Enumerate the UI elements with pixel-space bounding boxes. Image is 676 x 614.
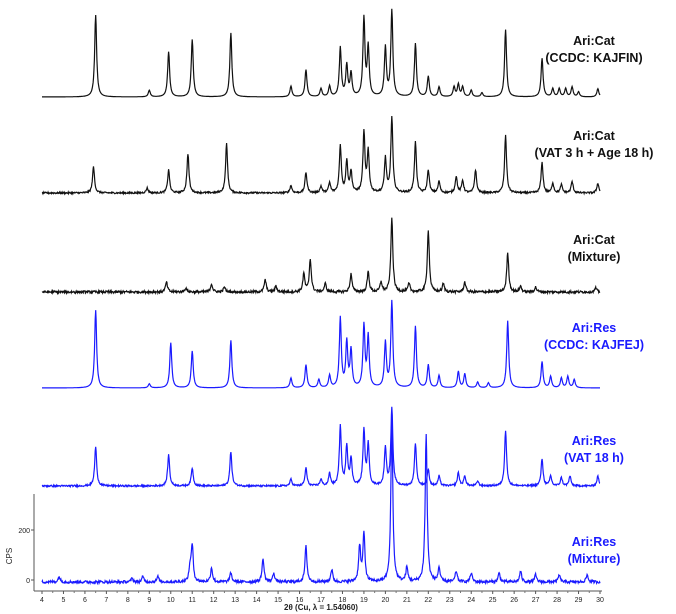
- pattern-label-3: Ari:Cat (Mixture): [514, 232, 674, 266]
- pattern-label-line: (Mixture): [514, 249, 674, 266]
- pattern-label-line: Ari:Cat: [514, 232, 674, 249]
- pattern-label-4: Ari:Res (CCDC: KAJFEJ): [514, 320, 674, 354]
- pattern-label-line: Ari:Cat: [514, 128, 674, 145]
- x-tick-label: 11: [189, 597, 196, 604]
- pattern-label-2: Ari:Cat (VAT 3 h + Age 18 h): [514, 128, 674, 162]
- pattern-label-line: (CCDC: KAJFEJ): [514, 337, 674, 354]
- x-tick-label: 4: [40, 597, 44, 604]
- pattern-label-line: (CCDC: KAJFIN): [514, 50, 674, 67]
- x-tick-label: 5: [62, 597, 66, 604]
- pattern-label-1: Ari:Cat (CCDC: KAJFIN): [514, 33, 674, 67]
- x-tick-label: 6: [83, 597, 87, 604]
- x-tick-label: 26: [510, 597, 518, 604]
- x-tick-label: 8: [126, 597, 130, 604]
- pattern-label-line: (VAT 3 h + Age 18 h): [514, 145, 674, 162]
- x-tick-label: 24: [467, 597, 475, 604]
- x-tick-label: 19: [360, 597, 368, 604]
- x-tick-label: 20: [381, 597, 389, 604]
- x-tick-label: 21: [403, 597, 411, 604]
- x-tick-label: 15: [274, 597, 282, 604]
- x-tick-label: 22: [424, 597, 432, 604]
- y-tick-label: 0: [26, 578, 30, 585]
- pattern-label-line: Ari:Res: [514, 433, 674, 450]
- y-tick-label: 200: [18, 528, 30, 535]
- x-tick-label: 30: [596, 597, 604, 604]
- x-tick-label: 14: [253, 597, 261, 604]
- pattern-label-line: Ari:Res: [514, 320, 674, 337]
- x-axis-label: 2θ (Cu, λ = 1.54060): [284, 603, 358, 612]
- x-tick-label: 25: [489, 597, 497, 604]
- x-tick-label: 23: [446, 597, 454, 604]
- x-tick-label: 12: [210, 597, 218, 604]
- x-tick-label: 7: [104, 597, 108, 604]
- pattern-label-5: Ari:Res (VAT 18 h): [514, 433, 674, 467]
- pattern-label-6: Ari:Res (Mixture): [514, 534, 674, 568]
- x-tick-label: 28: [553, 597, 561, 604]
- x-tick-label: 29: [575, 597, 583, 604]
- pattern-label-line: Ari:Res: [514, 534, 674, 551]
- y-axis-label: CPS: [5, 548, 14, 564]
- pattern-label-line: (VAT 18 h): [514, 450, 674, 467]
- x-tick-label: 10: [167, 597, 175, 604]
- x-tick-label: 27: [532, 597, 540, 604]
- pattern-label-line: Ari:Cat: [514, 33, 674, 50]
- pattern-traces: [42, 9, 600, 584]
- pattern-label-line: (Mixture): [514, 551, 674, 568]
- y-ticks: 0 200: [18, 528, 34, 585]
- x-tick-label: 13: [231, 597, 239, 604]
- x-tick-label: 9: [147, 597, 151, 604]
